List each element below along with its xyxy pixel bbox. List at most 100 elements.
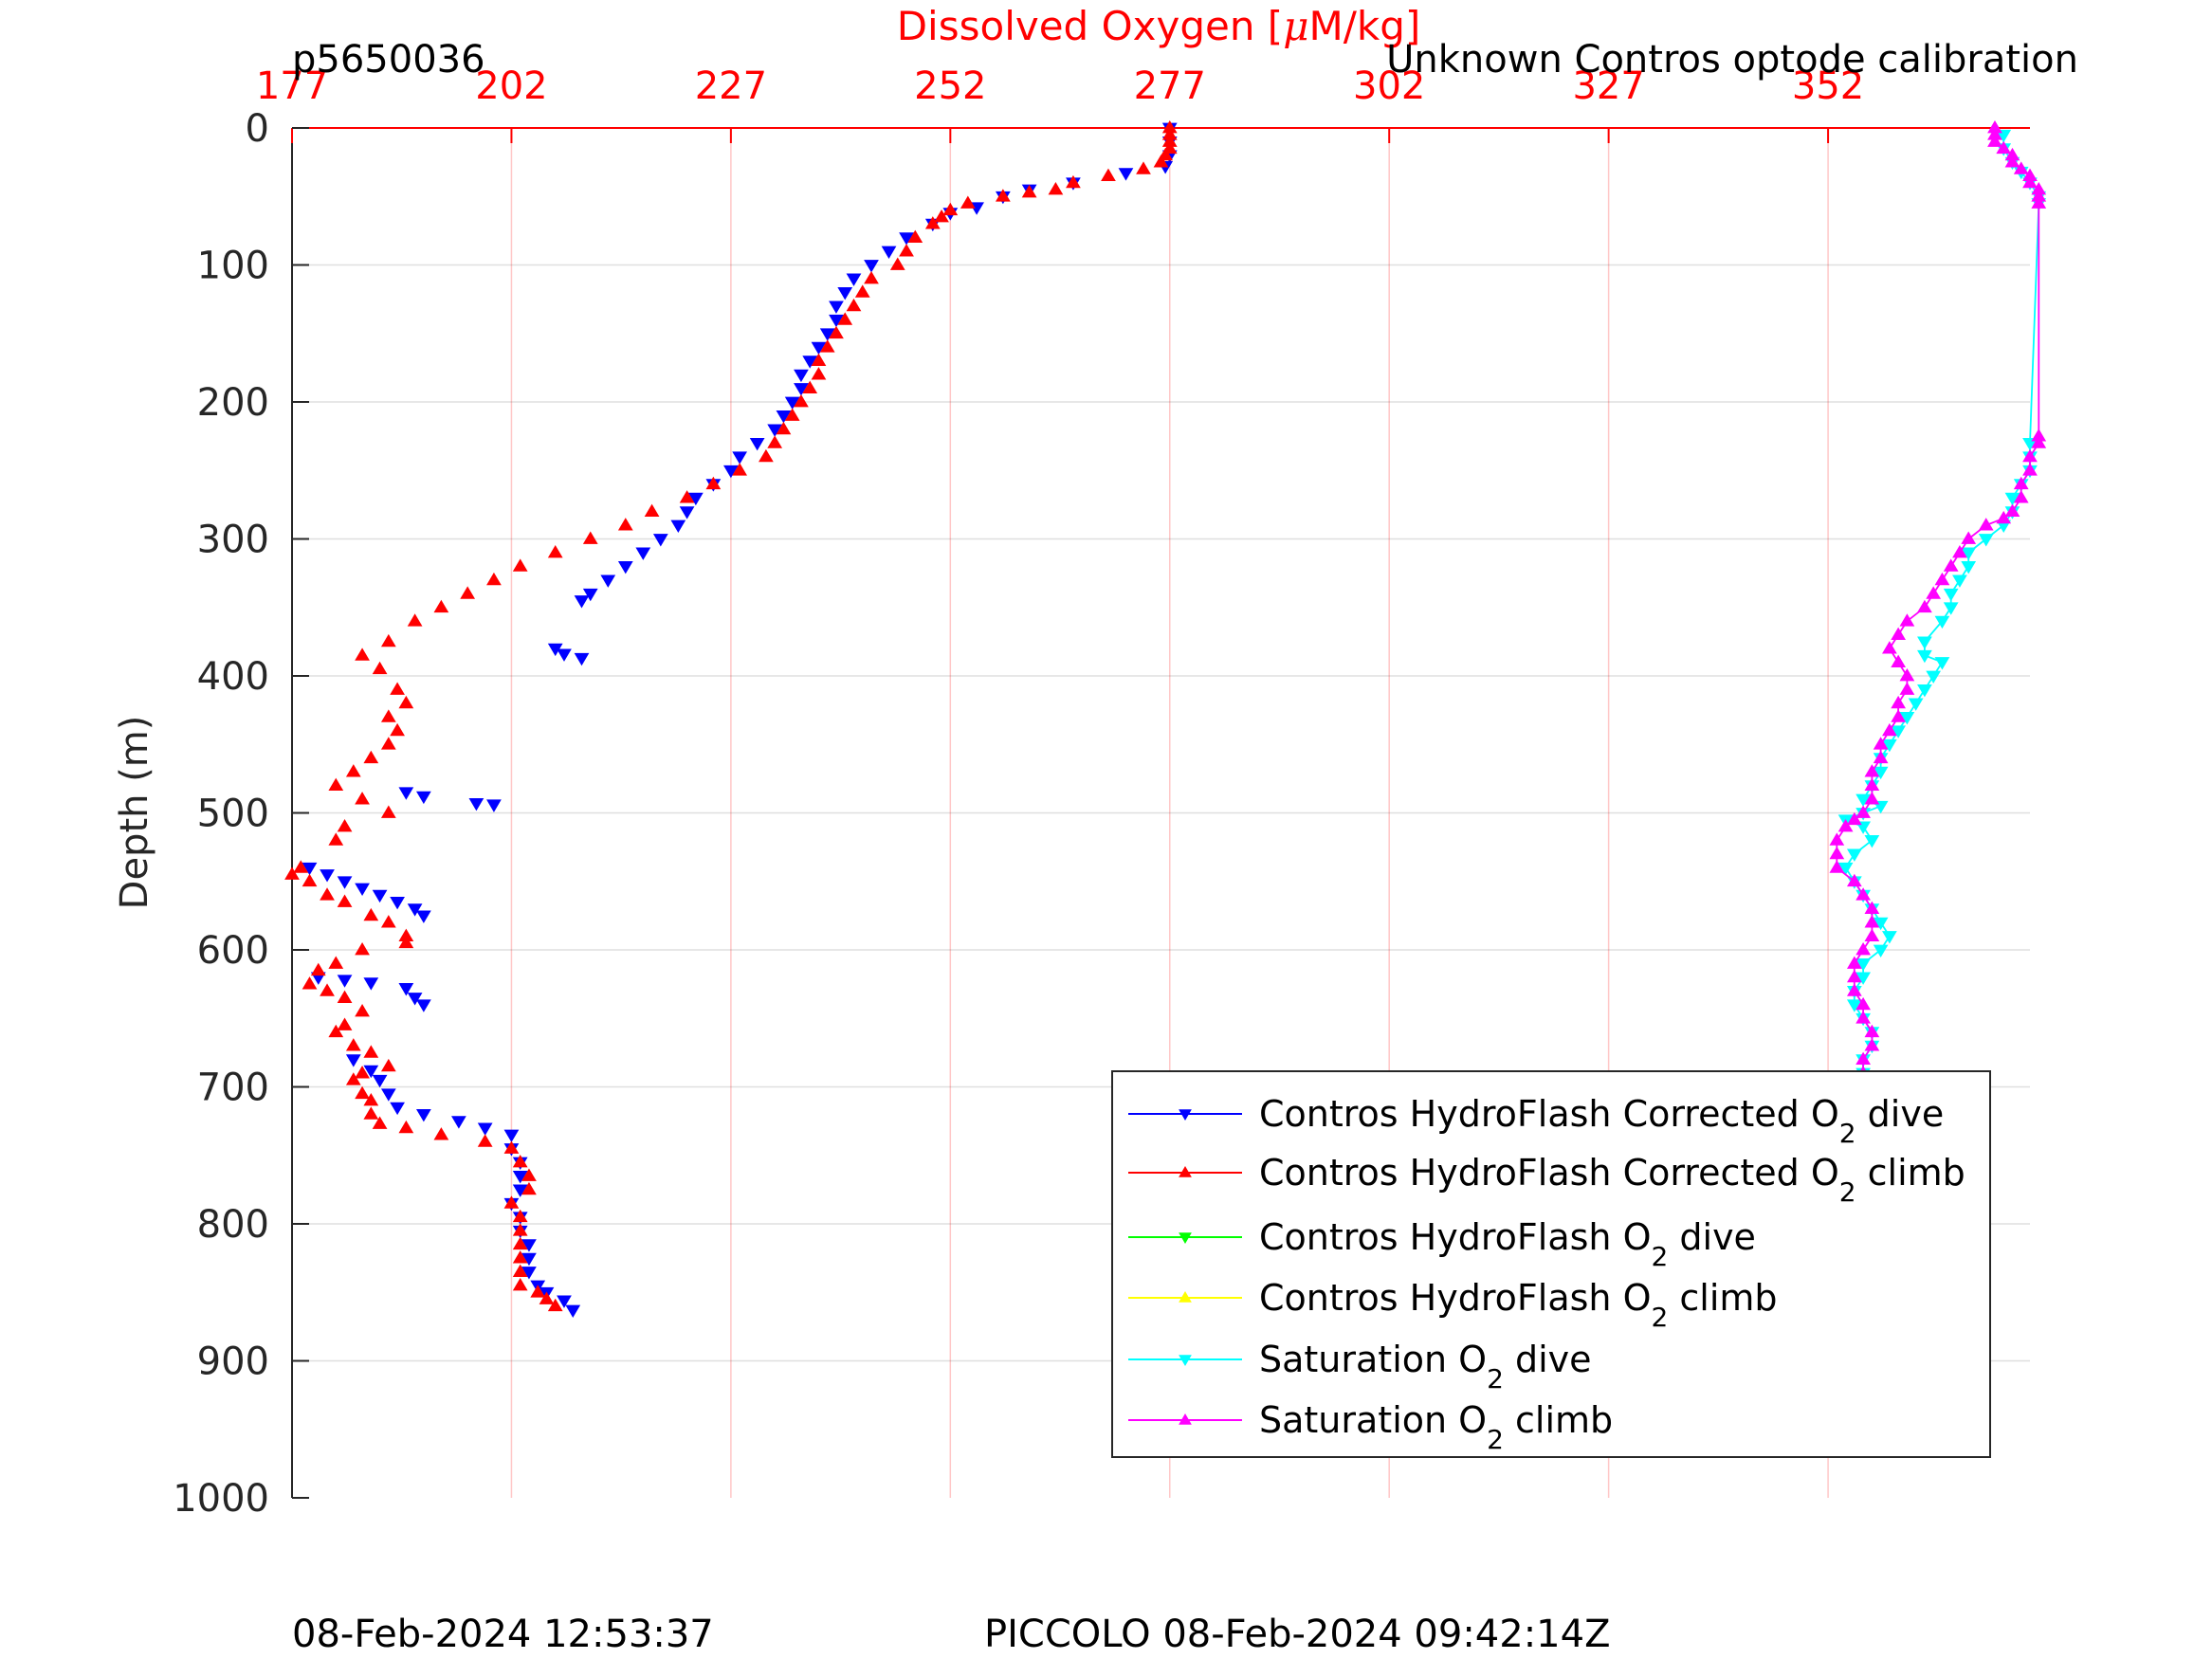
data-point (486, 799, 502, 812)
data-point (829, 314, 844, 328)
data-point (1829, 860, 1845, 873)
data-point (1864, 792, 1880, 805)
y-tick-label: 0 (246, 107, 269, 151)
data-point (486, 572, 502, 586)
data-point (521, 1252, 537, 1267)
data-point (1961, 561, 1977, 574)
y-tick-label: 400 (197, 655, 269, 699)
data-point (363, 977, 379, 991)
data-point (837, 287, 853, 301)
data-point (415, 791, 431, 805)
data-point (390, 682, 405, 695)
data-point (320, 983, 335, 996)
x-tick-label: 252 (914, 64, 986, 108)
data-point (652, 534, 668, 547)
data-point (355, 1066, 370, 1079)
data-point (1856, 972, 1871, 985)
data-point (1118, 168, 1134, 181)
data-point (363, 1065, 379, 1079)
data-point (512, 1209, 528, 1223)
top-axis-ticks: 177 202 227 252 277 302 327 352 (256, 64, 1864, 143)
data-point (557, 648, 572, 662)
data-point (899, 244, 914, 257)
legend-marker (1179, 1109, 1192, 1121)
data-point (942, 202, 959, 216)
legend-marker (1179, 1166, 1192, 1177)
data-point (328, 777, 344, 791)
data-point (512, 1223, 528, 1236)
data-point (355, 792, 370, 805)
data-point (1987, 134, 2002, 147)
data-point (1961, 531, 1977, 544)
data-point (574, 595, 590, 609)
data-point (767, 424, 783, 437)
data-point (846, 273, 862, 286)
data-point (512, 1278, 528, 1291)
data-point (1934, 657, 1950, 670)
data-point (337, 818, 353, 832)
data-point (679, 506, 695, 520)
data-point (1873, 944, 1889, 957)
legend-label: Contros HydroFlash Corrected O2 dive (1259, 1093, 1944, 1149)
data-point (477, 1122, 493, 1136)
data-point (1917, 599, 1932, 613)
data-point (811, 341, 827, 356)
data-point (398, 983, 414, 996)
data-point (794, 394, 809, 408)
data-point (767, 435, 783, 448)
data-point (1943, 602, 1959, 615)
data-point (811, 367, 827, 380)
data-point (380, 1088, 396, 1102)
data-point (1864, 835, 1880, 848)
data-point (829, 301, 844, 314)
data-point (644, 503, 660, 517)
data-point (460, 586, 476, 599)
data-point (512, 1171, 528, 1184)
data-point (407, 993, 423, 1006)
data-point (811, 353, 827, 367)
data-point (380, 737, 396, 750)
data-point (565, 1304, 581, 1319)
data-point (363, 1092, 379, 1106)
data-point (380, 633, 396, 647)
data-point (1873, 766, 1889, 780)
data-point (732, 451, 748, 465)
y-tick-label: 100 (197, 245, 269, 288)
data-point (776, 410, 792, 424)
data-point (503, 1140, 520, 1154)
data-point (864, 270, 879, 284)
data-point (1066, 174, 1081, 189)
x-tick-label: 202 (475, 64, 547, 108)
data-point (864, 260, 879, 273)
data-point (1882, 738, 1897, 753)
data-point (1136, 161, 1151, 174)
legend-entry-corrected-climb: Contros HydroFlash Corrected O2 climb (1128, 1152, 1965, 1208)
data-point (1873, 750, 1889, 764)
data-point (398, 695, 414, 709)
data-point (1837, 818, 1854, 832)
data-point (819, 339, 835, 353)
data-point (759, 448, 774, 463)
data-point (477, 1134, 493, 1147)
data-point (284, 866, 300, 880)
data-point (2013, 476, 2029, 490)
data-point (1978, 534, 1994, 547)
data-point (512, 1250, 528, 1264)
data-point (355, 942, 370, 956)
data-point (1864, 764, 1880, 777)
x-tick-label: 327 (1572, 64, 1644, 108)
calibration-note: Unknown Contros optode calibration (1386, 38, 2078, 82)
data-point (2031, 435, 2047, 448)
data-point (617, 518, 633, 531)
data-point (1864, 1038, 1880, 1051)
data-point (1864, 1024, 1880, 1038)
data-point (503, 1129, 520, 1143)
data-point (776, 421, 792, 435)
data-point (2013, 490, 2029, 503)
data-point (794, 383, 809, 396)
data-point (829, 325, 844, 339)
data-point (1829, 846, 1845, 860)
data-point (415, 999, 431, 1012)
y-tick-label: 1000 (173, 1477, 269, 1521)
data-point (380, 915, 396, 928)
